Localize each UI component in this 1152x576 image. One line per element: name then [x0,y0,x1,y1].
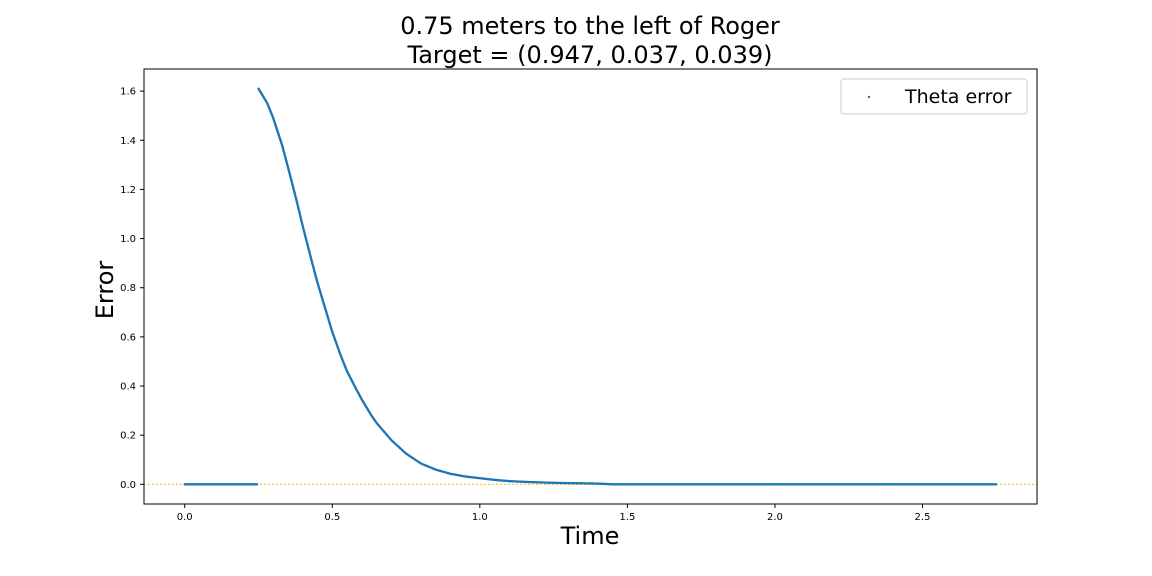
data-point [995,483,998,486]
data-point [255,483,259,486]
y-tick-label: 1.4 [120,136,136,147]
legend-marker-theta-error [867,95,871,99]
legend: Theta error [840,78,1028,115]
y-tick-label: 0.8 [120,283,136,294]
chart-title-line-1: 0.75 meters to the left of Roger [400,12,780,40]
x-tick-label: 0.0 [177,512,193,523]
x-axis-label: Time [560,522,620,550]
x-tick-label: 0.5 [324,512,340,523]
x-tick-label: 1.0 [472,512,488,523]
y-tick-label: 0.6 [120,332,136,343]
series-theta-error [183,87,998,486]
y-tick-label: 1.2 [120,185,136,196]
y-tick-label: 0.2 [120,431,136,442]
x-axis-ticks: 0.0 0.5 1.0 1.5 2.0 2.5 [177,504,931,523]
plot-area [144,87,1037,486]
chart-title: 0.75 meters to the left of Roger Target … [400,12,780,69]
x-tick-label: 2.0 [767,512,783,523]
x-tick-label: 1.5 [619,512,635,523]
y-tick-label: 1.0 [120,234,136,245]
chart-title-line-2: Target = (0.947, 0.037, 0.039) [407,41,773,69]
legend-label-theta-error: Theta error [904,86,1012,108]
x-tick-label: 2.5 [915,512,931,523]
y-axis-ticks: 0.0 0.2 0.4 0.6 0.8 1.0 1.2 1.4 1.6 [120,87,144,491]
legend-box [840,78,1028,115]
plot-frame [143,68,1038,505]
y-tick-label: 0.4 [120,382,136,393]
y-tick-label: 0.0 [120,480,136,491]
y-axis-label: Error [91,261,119,320]
y-tick-label: 1.6 [120,87,136,98]
